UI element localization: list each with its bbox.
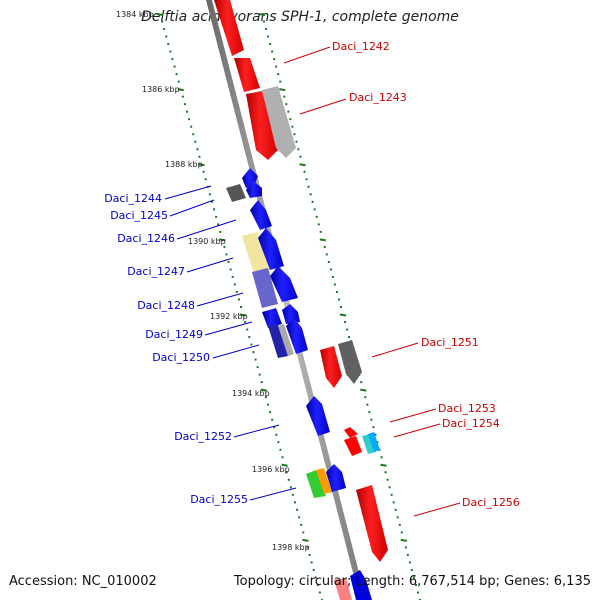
gene-label-daci-1243[interactable]: Daci_1243 [349, 91, 407, 104]
gene-daci-1243-grey[interactable] [262, 86, 296, 158]
leader-daci-1248 [196, 292, 244, 307]
gene-label-daci-1246[interactable]: Daci_1246 [117, 232, 175, 245]
leader-daci-1252 [233, 424, 280, 438]
leader-lines [164, 46, 461, 517]
leader-daci-1254 [393, 423, 441, 438]
gene-daci-1253[interactable] [344, 427, 358, 438]
gene-daci-1254[interactable] [362, 434, 376, 454]
gene-daci-1251-grey[interactable] [338, 340, 362, 384]
kbp-ticks: 1384 kbp 1386 kbp 1388 kbp 1390 kbp 1392… [116, 10, 310, 552]
gene-daci-1255[interactable] [326, 464, 346, 492]
scale-tick-major [198, 163, 205, 167]
leader-daci-1249 [204, 321, 253, 336]
gene-daci-1243-red[interactable] [246, 91, 278, 160]
leader-daci-1247 [186, 257, 234, 273]
gene-label-daci-1254[interactable]: Daci_1254 [442, 417, 500, 430]
gene-label-daci-1247[interactable]: Daci_1247 [127, 265, 185, 278]
reverse-genes [226, 168, 372, 600]
scale-tick-major [219, 238, 226, 242]
leader-daci-1256 [413, 502, 461, 517]
kbp-tick-label: 1394 kbp [232, 389, 270, 398]
kbp-tick-label: 1386 kbp [142, 85, 180, 94]
scale-tick-major [339, 313, 347, 317]
gene-label-daci-1242[interactable]: Daci_1242 [332, 40, 390, 53]
gene-daci-1247[interactable] [258, 228, 284, 270]
scale-tick-major [281, 463, 288, 467]
gene-daci-1254b[interactable] [368, 432, 380, 452]
leader-daci-1251 [371, 342, 419, 358]
scale-tick-major [260, 388, 268, 392]
scale-tick-major [400, 538, 407, 542]
leader-daci-1245 [169, 199, 215, 217]
scale-tick-major [302, 538, 309, 542]
gene-daci-1242b[interactable] [234, 58, 260, 92]
gene-daci-1246[interactable] [250, 200, 272, 230]
gene-bottom-red[interactable] [334, 578, 352, 600]
forward-genes [214, 0, 388, 600]
kbp-tick-label: 1398 kbp [272, 543, 310, 552]
gene-daci-1242[interactable] [214, 0, 244, 56]
gene-label-daci-1248[interactable]: Daci_1248 [137, 299, 195, 312]
gene-label-daci-1245[interactable]: Daci_1245 [110, 209, 168, 222]
gene-label-daci-1249[interactable]: Daci_1249 [145, 328, 203, 341]
gene-daci-1248[interactable] [270, 266, 298, 302]
scale-tick-major [258, 13, 266, 16]
gene-label-daci-1251[interactable]: Daci_1251 [421, 336, 479, 349]
gene-daci-1253b[interactable] [344, 436, 362, 456]
leader-daci-1242 [283, 46, 331, 64]
kbp-tick-label: 1384 kbp [116, 10, 154, 19]
left-scale-track [156, 13, 323, 600]
gene-daci-1251-red[interactable] [320, 346, 342, 388]
gene-daci-1250b[interactable] [278, 324, 294, 356]
gene-bottom-blue[interactable] [350, 570, 372, 600]
scale-tick-major [299, 163, 306, 167]
scale-tick-major [319, 238, 326, 242]
kbp-tick-label: 1396 kbp [252, 465, 290, 474]
gene-label-daci-1244[interactable]: Daci_1244 [104, 192, 162, 205]
gene-daci-1245[interactable] [246, 180, 262, 198]
gene-daci-1249b[interactable] [282, 304, 300, 324]
kbp-tick-label: 1392 kbp [210, 312, 248, 321]
gene-daci-1252[interactable] [306, 396, 330, 436]
scale-tick-major [279, 88, 286, 92]
scale-tick-major [177, 88, 184, 92]
gene-label-daci-1252[interactable]: Daci_1252 [174, 430, 232, 443]
gene-daci-1250[interactable] [268, 324, 288, 358]
accession-text: Accession: NC_010002 [9, 574, 157, 589]
scale-tick-major [380, 463, 387, 467]
gene-daci-1248-purple[interactable] [252, 268, 278, 308]
leader-daci-1243 [299, 98, 347, 115]
gene-daci-1255-orange[interactable] [316, 468, 332, 494]
leader-daci-1255 [249, 487, 297, 501]
leader-daci-1250 [212, 344, 260, 359]
gene-daci-1255-green[interactable] [306, 470, 326, 498]
gene-label-daci-1253[interactable]: Daci_1253 [438, 402, 496, 415]
gene-daci-1256[interactable] [356, 485, 388, 562]
gene-daci-1250c[interactable] [286, 318, 308, 354]
scale-tick-major [156, 13, 164, 16]
gene-label-daci-1256[interactable]: Daci_1256 [462, 496, 520, 509]
genome-summary-text: Topology: circular; Length: 6,767,514 bp… [233, 574, 591, 589]
gene-daci-1244-grey[interactable] [226, 184, 246, 202]
gene-daci-1247-yellow[interactable] [242, 232, 270, 274]
leader-daci-1244 [164, 185, 212, 200]
scale-tick-major [239, 313, 247, 317]
scale-tick-major [360, 388, 367, 392]
gene-daci-1249[interactable] [262, 308, 282, 328]
leader-daci-1253 [389, 408, 437, 423]
kbp-tick-label: 1388 kbp [165, 160, 203, 169]
leader-daci-1246 [176, 219, 237, 240]
gene-labels: Daci_1242 Daci_1243 Daci_1251 Daci_1253 … [104, 40, 520, 509]
gene-label-daci-1255[interactable]: Daci_1255 [190, 493, 248, 506]
kbp-tick-label: 1390 kbp [188, 237, 226, 246]
gene-label-daci-1250[interactable]: Daci_1250 [152, 351, 210, 364]
